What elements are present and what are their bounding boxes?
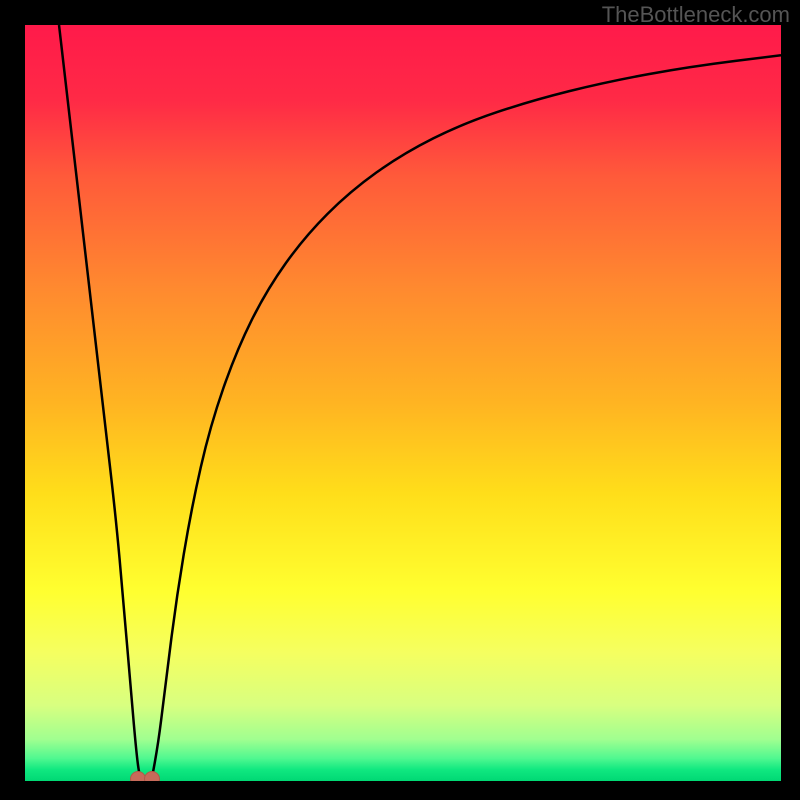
watermark-text: TheBottleneck.com (602, 2, 790, 28)
curve-layer (25, 25, 781, 781)
plot-area (25, 25, 781, 781)
bottleneck-curve-left (59, 25, 140, 777)
chart-container: TheBottleneck.com (0, 0, 800, 800)
bottleneck-curve-right (152, 55, 781, 777)
